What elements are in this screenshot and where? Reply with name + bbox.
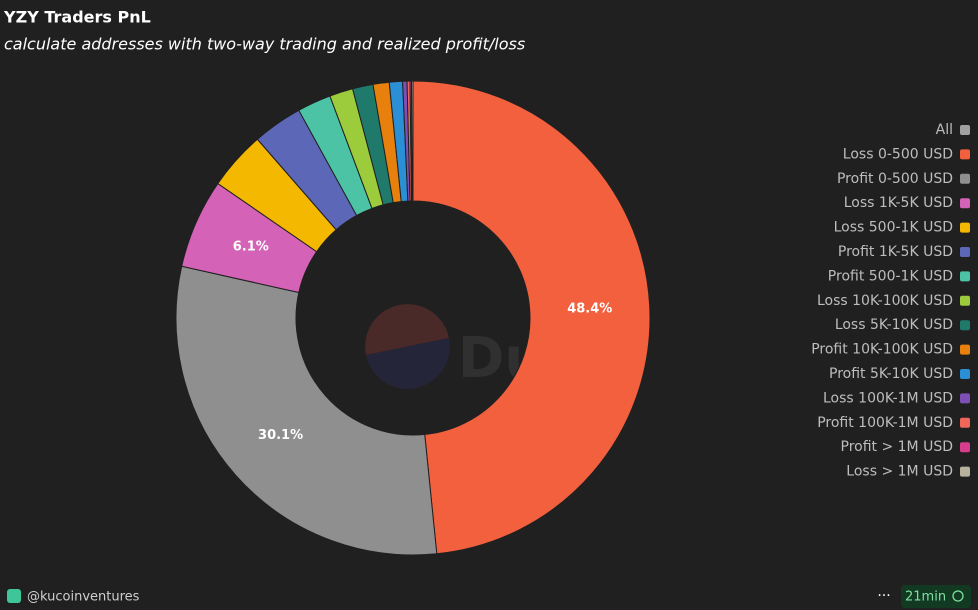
legend-swatch [960, 222, 970, 233]
author[interactable]: @kucoinventures [27, 590, 140, 605]
legend-swatch [960, 344, 970, 355]
legend-label[interactable]: Profit 5K-10K USD [829, 366, 953, 382]
legend-label[interactable]: Loss 1K-5K USD [844, 195, 953, 211]
data-label: 48.4% [567, 302, 612, 317]
legend-label[interactable]: Loss > 1M USD [846, 464, 953, 480]
legend-swatch [960, 393, 970, 404]
legend-swatch [960, 320, 970, 331]
legend-label: All [936, 122, 953, 138]
watermark-logo [365, 304, 450, 389]
legend-label[interactable]: Profit 500-1K USD [828, 268, 953, 284]
legend-label[interactable]: Loss 100K-1M USD [823, 390, 953, 406]
legend-label[interactable]: Profit 10K-100K USD [811, 342, 953, 358]
legend-swatch [960, 369, 970, 379]
age-badge [901, 585, 971, 608]
legend-label[interactable]: Loss 10K-100K USD [817, 293, 953, 309]
legend-swatch [960, 125, 970, 135]
legend-label[interactable]: Profit 100K-1M USD [817, 415, 953, 431]
legend-swatch [960, 442, 970, 453]
legend-swatch [960, 466, 970, 477]
author-icon [7, 589, 21, 603]
legend-label[interactable]: Profit > 1M USD [841, 439, 954, 455]
data-label: 30.1% [258, 428, 303, 443]
legend-swatch [960, 173, 970, 184]
legend-label[interactable]: Loss 500-1K USD [834, 220, 953, 236]
chart-title: YZY Traders PnL [3, 8, 151, 27]
legend-swatch [960, 295, 970, 306]
slice [412, 80, 651, 555]
slice [411, 80, 414, 202]
legend-swatch [960, 417, 970, 428]
slice [175, 265, 438, 556]
legend-swatch [960, 198, 970, 209]
legend-swatch [960, 247, 970, 257]
age: 21min [905, 590, 946, 605]
chart-subtitle: calculate addresses with two-way trading… [4, 35, 525, 54]
legend-swatch [960, 149, 970, 160]
legend-label[interactable]: Loss 5K-10K USD [835, 317, 953, 333]
menu-dots[interactable]: ··· [877, 588, 890, 604]
data-label: 6.1% [233, 240, 269, 255]
legend-label[interactable]: Loss 0-500 USD [843, 146, 953, 162]
status-icon [952, 590, 964, 602]
legend-label[interactable]: Profit 1K-5K USD [838, 244, 953, 260]
legend-swatch [960, 271, 970, 282]
legend-label[interactable]: Profit 0-500 USD [837, 171, 953, 187]
